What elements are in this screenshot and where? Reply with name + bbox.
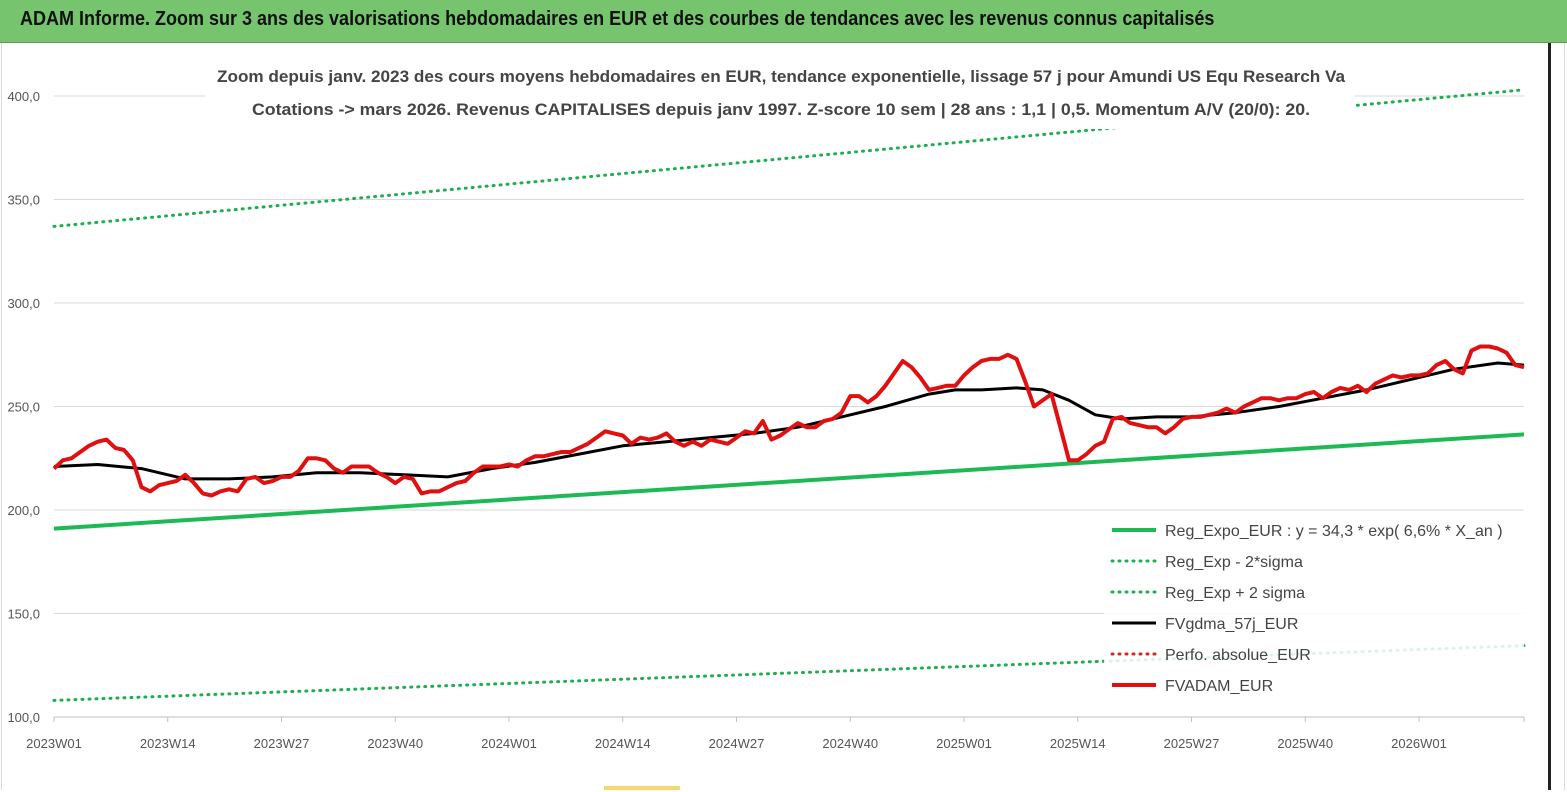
legend-label: Reg_Exp + 2 sigma xyxy=(1165,585,1305,602)
chart-title-group: Zoom depuis janv. 2023 des cours moyens … xyxy=(205,61,1355,129)
x-tick-label: 2023W14 xyxy=(140,736,196,751)
x-tick-label: 2026W01 xyxy=(1391,736,1447,751)
y-tick-label: 300,0 xyxy=(7,296,40,311)
x-tick-label: 2024W40 xyxy=(822,736,878,751)
x-tick-label: 2024W01 xyxy=(481,736,537,751)
report-header: ADAM Informe. Zoom sur 3 ans des valoris… xyxy=(0,0,1567,43)
legend-label: Reg_Expo_EUR : y = 34,3 * exp( 6,6% * X_… xyxy=(1165,523,1503,540)
y-tick-label: 100,0 xyxy=(7,710,40,725)
y-tick-label: 350,0 xyxy=(7,193,40,208)
legend-label: FVADAM_EUR xyxy=(1165,678,1273,695)
legend-label: Perfo. absolue_EUR xyxy=(1165,647,1311,664)
chart-title: Zoom depuis janv. 2023 des cours moyens … xyxy=(217,67,1346,86)
report-title: ADAM Informe. Zoom sur 3 ans des valoris… xyxy=(20,8,1215,30)
series-line-fvadam-eur xyxy=(52,344,1525,498)
series-line-reg-expo-eur xyxy=(53,432,1525,531)
y-tick-label: 200,0 xyxy=(7,503,40,518)
series-line-reg-exp xyxy=(52,88,1526,228)
x-tick-label: 2023W01 xyxy=(26,736,82,751)
y-tick-label: 150,0 xyxy=(7,607,40,622)
legend-background xyxy=(1104,512,1524,700)
legend-label: Reg_Exp - 2*sigma xyxy=(1165,554,1303,571)
x-tick-label: 2023W40 xyxy=(367,736,423,751)
legend-label: FVgdma_57j_EUR xyxy=(1165,616,1298,633)
y-tick-label: 250,0 xyxy=(7,400,40,415)
x-tick-label: 2025W40 xyxy=(1277,736,1333,751)
chart-title-background xyxy=(205,61,1355,129)
legend: Reg_Expo_EUR : y = 34,3 * exp( 6,6% * X_… xyxy=(1104,512,1524,700)
x-tick-label: 2023W27 xyxy=(254,736,310,751)
x-tick-label: 2025W01 xyxy=(936,736,992,751)
x-tick-label: 2025W27 xyxy=(1164,736,1220,751)
x-tick-label: 2024W27 xyxy=(709,736,765,751)
y-tick-label: 400,0 xyxy=(7,89,40,104)
frame-bottom-highlight xyxy=(604,786,680,790)
x-tick-label: 2024W14 xyxy=(595,736,651,751)
frame-right-rule xyxy=(1548,43,1551,790)
axes: 100,0 150,0 200,0 250,0 300,0 350,0 400,0 2023W… xyxy=(7,89,1525,751)
chart-subtitle: Cotations -> mars 2026. Revenus CAPITALI… xyxy=(252,100,1310,119)
x-tick-label: 2025W14 xyxy=(1050,736,1106,751)
series-line-fvgdma-57j-eur xyxy=(53,361,1525,481)
